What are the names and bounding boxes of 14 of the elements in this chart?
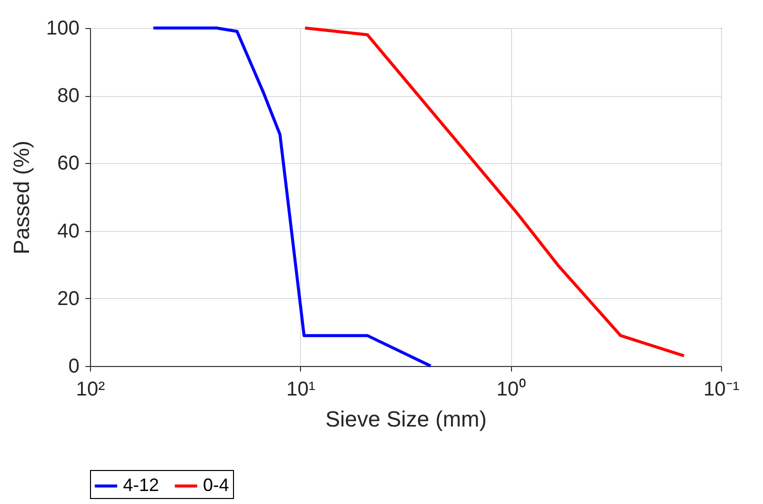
x-tick-label: 10⁻¹ — [704, 378, 740, 400]
y-tick-label: 80 — [57, 85, 80, 108]
y-tick-label: 40 — [57, 220, 80, 242]
x-tick-label: 10² — [76, 378, 106, 400]
legend-label: 0-4 — [203, 475, 230, 495]
legend-label: 4-12 — [123, 475, 160, 495]
x-axis-title: Sieve Size (mm) — [325, 406, 487, 432]
y-axis-title: Passed (%) — [9, 140, 34, 254]
x-tick-label: 10¹ — [286, 378, 316, 400]
y-tick-label: 0 — [68, 356, 80, 378]
y-tick-label: 20 — [57, 288, 80, 310]
x-tick-label: 10⁰ — [496, 378, 526, 400]
y-tick-label: 60 — [57, 152, 80, 175]
y-tick-label: 100 — [46, 18, 80, 40]
